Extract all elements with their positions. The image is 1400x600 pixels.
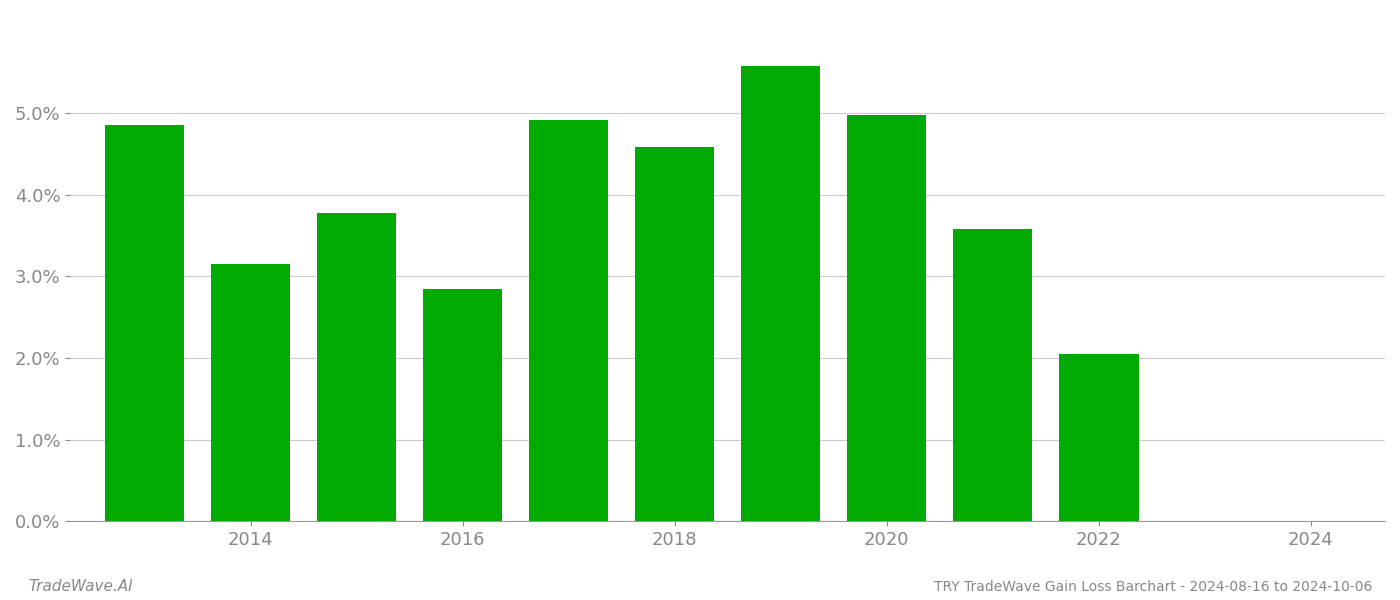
Bar xyxy=(105,125,185,521)
Bar xyxy=(953,229,1032,521)
Text: TRY TradeWave Gain Loss Barchart - 2024-08-16 to 2024-10-06: TRY TradeWave Gain Loss Barchart - 2024-… xyxy=(934,580,1372,594)
Bar xyxy=(316,212,396,521)
Bar xyxy=(636,147,714,521)
Bar xyxy=(847,115,927,521)
Bar xyxy=(1058,354,1138,521)
Bar xyxy=(529,119,609,521)
Bar xyxy=(211,264,290,521)
Text: TradeWave.AI: TradeWave.AI xyxy=(28,579,133,594)
Bar xyxy=(423,289,503,521)
Bar xyxy=(741,65,820,521)
